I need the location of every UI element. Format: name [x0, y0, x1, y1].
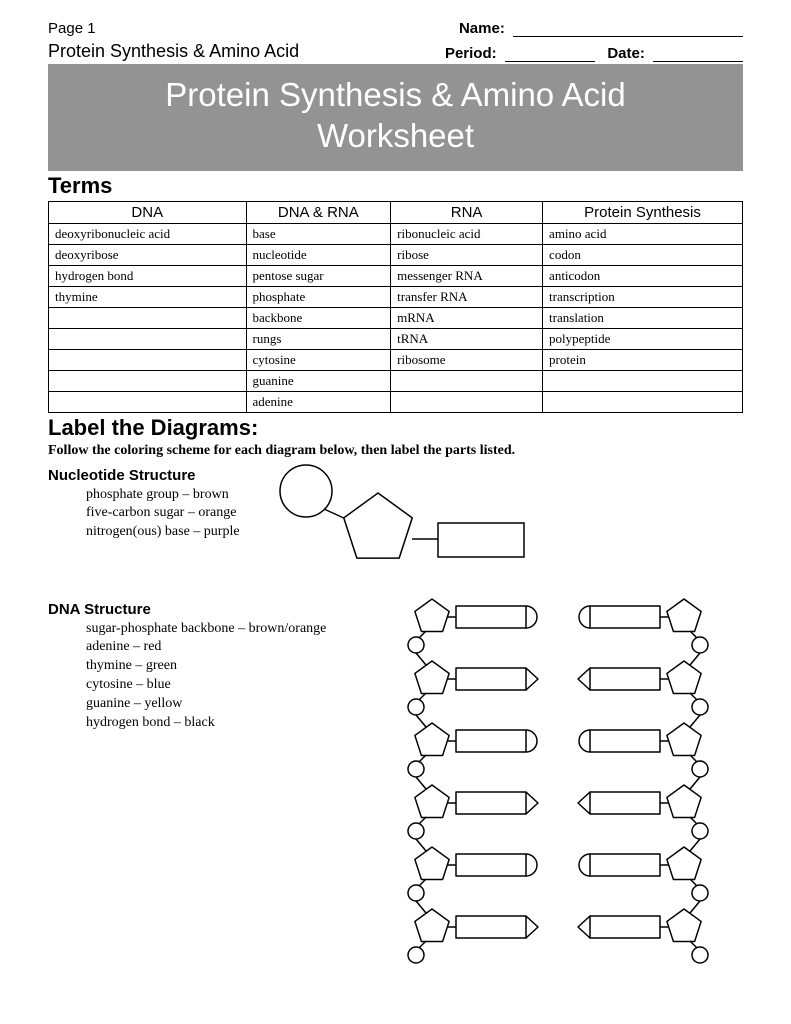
table-cell: tRNA [391, 328, 543, 349]
legend-item: nitrogen(ous) base – purple [86, 523, 240, 542]
table-cell: anticodon [543, 265, 743, 286]
legend-item: thymine – green [86, 657, 368, 676]
col-protein: Protein Synthesis [543, 201, 743, 223]
period-input-line[interactable] [505, 61, 595, 62]
label-heading: Label the Diagrams: [48, 415, 743, 441]
table-cell: adenine [246, 391, 391, 412]
name-label: Name: [459, 20, 505, 37]
table-cell: ribose [391, 244, 543, 265]
nucleotide-diagram [270, 459, 530, 579]
table-cell: protein [543, 349, 743, 370]
legend-item: five-carbon sugar – orange [86, 504, 240, 523]
table-row: thyminephosphatetransfer RNAtranscriptio… [49, 286, 743, 307]
table-row: deoxyribonucleic acidbaseribonucleic aci… [49, 223, 743, 244]
table-cell: cytosine [246, 349, 391, 370]
legend-item: cytosine – blue [86, 676, 368, 695]
nucleotide-legend: phosphate group – brownfive-carbon sugar… [86, 486, 240, 543]
table-cell: codon [543, 244, 743, 265]
table-cell: phosphate [246, 286, 391, 307]
table-row: rungstRNApolypeptide [49, 328, 743, 349]
terms-heading: Terms [48, 173, 743, 199]
table-row: hydrogen bondpentose sugarmessenger RNAa… [49, 265, 743, 286]
name-input-line[interactable] [513, 36, 743, 37]
legend-item: adenine – red [86, 638, 368, 657]
table-cell: translation [543, 307, 743, 328]
table-cell: deoxyribose [49, 244, 247, 265]
table-cell [543, 391, 743, 412]
banner-line1: Protein Synthesis & Amino Acid [48, 74, 743, 115]
terms-table: DNA DNA & RNA RNA Protein Synthesis deox… [48, 201, 743, 413]
date-input-line[interactable] [653, 61, 743, 62]
table-cell [49, 328, 247, 349]
page-number: Page 1 [48, 20, 96, 37]
table-cell [391, 391, 543, 412]
banner-line2: Worksheet [48, 115, 743, 156]
nucleotide-heading: Nucleotide Structure [48, 467, 240, 484]
date-label: Date: [607, 45, 645, 62]
table-cell: pentose sugar [246, 265, 391, 286]
table-cell: base [246, 223, 391, 244]
table-cell: transfer RNA [391, 286, 543, 307]
table-cell [49, 349, 247, 370]
dna-heading: DNA Structure [48, 601, 368, 618]
table-row: deoxyribosenucleotideribosecodon [49, 244, 743, 265]
label-instructions: Follow the coloring scheme for each diag… [48, 443, 743, 459]
table-cell [49, 391, 247, 412]
legend-item: phosphate group – brown [86, 486, 240, 505]
table-cell: amino acid [543, 223, 743, 244]
table-cell [391, 370, 543, 391]
col-dna: DNA [49, 201, 247, 223]
legend-item: sugar-phosphate backbone – brown/orange [86, 620, 368, 639]
table-cell: ribosome [391, 349, 543, 370]
table-cell: thymine [49, 286, 247, 307]
table-cell: deoxyribonucleic acid [49, 223, 247, 244]
table-row: backbonemRNAtranslation [49, 307, 743, 328]
table-cell: nucleotide [246, 244, 391, 265]
period-label: Period: [445, 45, 497, 62]
col-dna-rna: DNA & RNA [246, 201, 391, 223]
table-cell: guanine [246, 370, 391, 391]
legend-item: guanine – yellow [86, 695, 368, 714]
table-cell: messenger RNA [391, 265, 543, 286]
table-row: cytosineribosomeprotein [49, 349, 743, 370]
table-cell [49, 307, 247, 328]
table-cell: polypeptide [543, 328, 743, 349]
table-cell: rungs [246, 328, 391, 349]
dna-legend: sugar-phosphate backbone – brown/orangea… [86, 620, 368, 733]
legend-item: hydrogen bond – black [86, 714, 368, 733]
col-rna: RNA [391, 201, 543, 223]
table-cell: ribonucleic acid [391, 223, 543, 244]
table-row: guanine [49, 370, 743, 391]
table-cell: hydrogen bond [49, 265, 247, 286]
dna-diagram [388, 593, 728, 1013]
title-banner: Protein Synthesis & Amino Acid Worksheet [48, 64, 743, 171]
table-row: adenine [49, 391, 743, 412]
table-cell [543, 370, 743, 391]
table-cell: backbone [246, 307, 391, 328]
table-cell: transcription [543, 286, 743, 307]
worksheet-subtitle: Protein Synthesis & Amino Acid [48, 41, 299, 62]
table-cell: mRNA [391, 307, 543, 328]
table-cell [49, 370, 247, 391]
